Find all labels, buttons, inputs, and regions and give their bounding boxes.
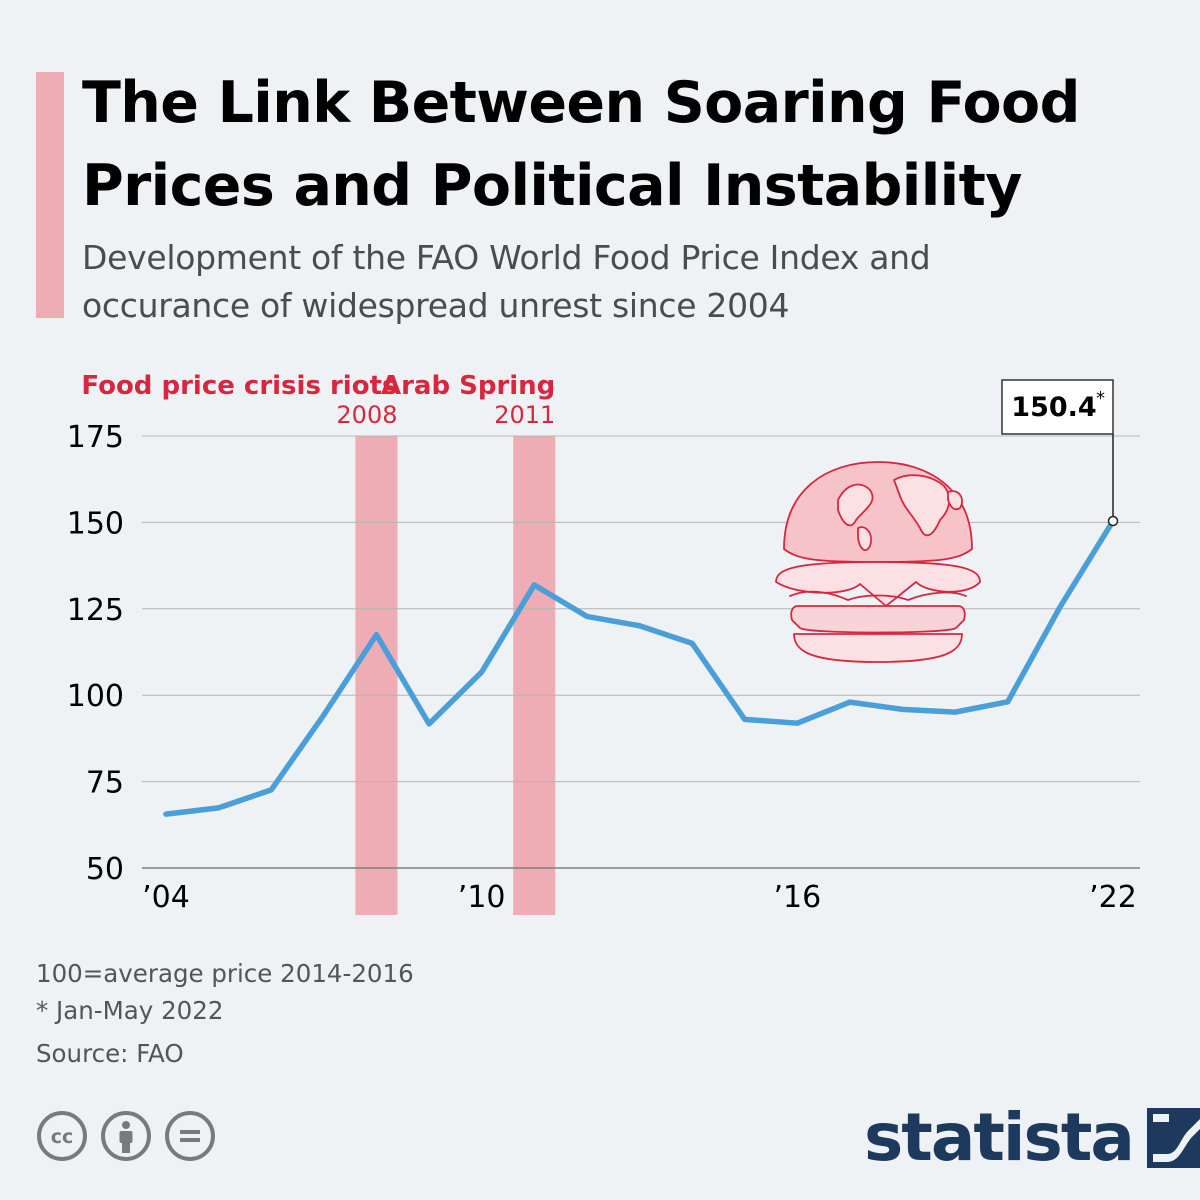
event-band-1	[355, 436, 398, 915]
statista-logo: statista	[864, 1098, 1200, 1178]
no-derivatives-icon	[165, 1111, 215, 1161]
note-period: * Jan-May 2022	[36, 996, 224, 1025]
data-point	[952, 709, 958, 715]
data-point	[531, 582, 537, 588]
event-band-2	[513, 436, 556, 915]
brand-wordmark: statista	[864, 1099, 1135, 1176]
event-label-1: Food price crisis riots	[81, 371, 397, 401]
data-point	[1057, 603, 1063, 609]
data-point	[426, 721, 432, 727]
callout-point	[1107, 515, 1119, 527]
y-tick-label: 175	[67, 420, 124, 455]
callout-box	[1001, 379, 1114, 435]
x-tick-label: ’22	[1089, 880, 1137, 915]
world-burger-illustration	[775, 461, 981, 663]
data-point	[268, 787, 274, 793]
event-year-1: 2008	[336, 401, 397, 429]
chart-axes: 50 75 100 125 150 175 ’04 ’10 ’16 ’22	[67, 420, 1137, 915]
y-tick-label: 100	[67, 679, 124, 714]
data-point	[899, 706, 906, 712]
note-index-base: 100=average price 2014-2016	[36, 959, 414, 988]
y-tick-label: 125	[67, 593, 124, 628]
license-icons: cc	[36, 1110, 216, 1162]
cc-icon: cc	[37, 1111, 87, 1161]
chart-gridlines	[142, 435, 1140, 869]
callout-value: 150.4	[1011, 392, 1096, 423]
attribution-icon	[101, 1111, 151, 1161]
subtitle-line-1: Development of the FAO World Food Price …	[82, 238, 931, 277]
data-point	[163, 811, 169, 817]
subtitle-line-2: occurance of widespread unrest since 200…	[82, 286, 790, 325]
y-tick-label: 75	[86, 766, 124, 801]
page-subtitle: Development of the FAO World Food Price …	[82, 234, 1172, 330]
latest-value-callout: 150.4 *	[1001, 379, 1119, 527]
data-point	[689, 640, 695, 646]
title-line-1: The Link Between Soaring Food	[82, 70, 1080, 136]
data-point	[373, 632, 380, 638]
data-point	[742, 716, 748, 722]
y-tick-label: 150	[67, 506, 124, 541]
data-point	[584, 613, 590, 620]
x-tick-label: ’10	[458, 880, 506, 915]
source-note: Source: FAO	[36, 1039, 184, 1068]
event-year-2: 2011	[494, 401, 555, 429]
data-point	[479, 669, 485, 675]
price-index-series	[163, 518, 1116, 817]
callout-footnote-marker: *	[1096, 388, 1105, 409]
price-index-line	[163, 518, 1116, 817]
chart-notes: 100=average price 2014-2016 * Jan-May 20…	[36, 955, 414, 1072]
y-tick-label: 50	[86, 852, 124, 887]
svg-text:cc: cc	[51, 1126, 74, 1148]
statista-mark-icon	[1146, 1108, 1200, 1168]
data-point	[636, 623, 643, 629]
x-tick-label: ’04	[142, 880, 190, 915]
page-title: The Link Between Soaring Food Prices and …	[82, 62, 1182, 228]
x-tick-label: ’16	[773, 880, 821, 915]
data-point	[216, 805, 222, 811]
data-point	[1005, 699, 1011, 705]
data-point	[321, 712, 327, 718]
data-point	[794, 720, 800, 726]
event-label-2: Arab Spring	[381, 371, 555, 401]
data-point	[847, 699, 853, 705]
title-accent-bar	[36, 72, 64, 318]
title-line-2: Prices and Political Instability	[82, 153, 1022, 219]
